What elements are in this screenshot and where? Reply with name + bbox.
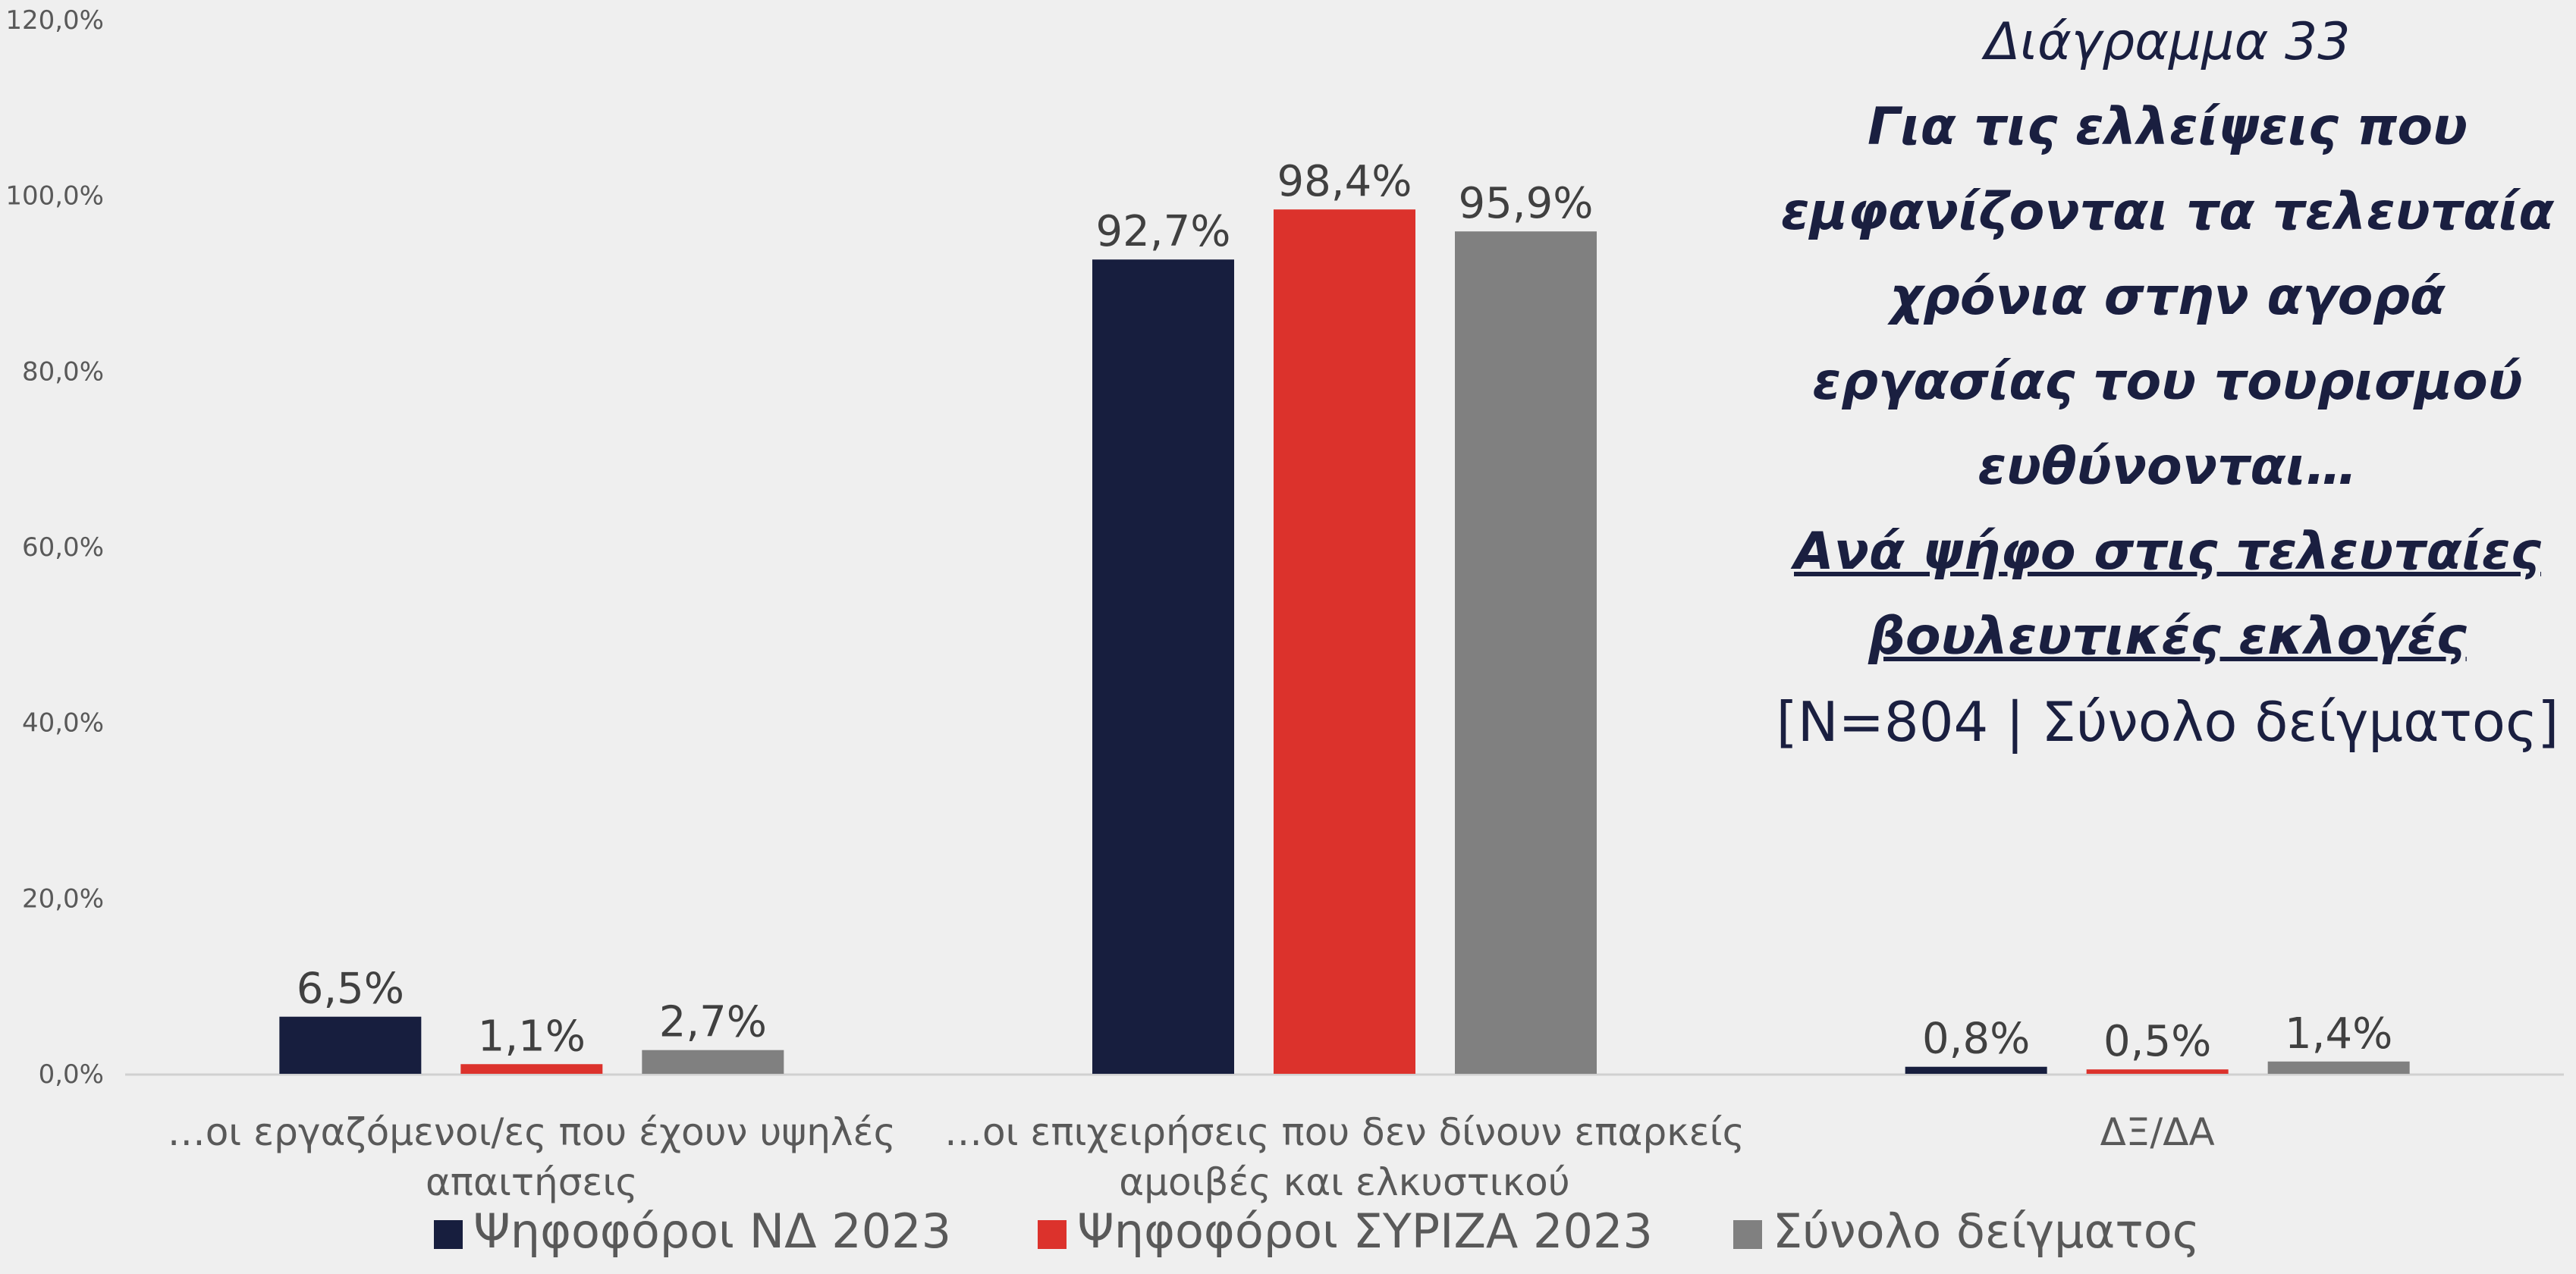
bar-value-label: 0,8% [1922,1015,2030,1064]
y-tick-label: 100,0% [5,181,104,212]
bar-value-label: 2,7% [659,998,767,1047]
chart-title-block: Διάγραμμα 33 Για τις ελλείψεις που εμφαν… [1775,0,2560,764]
bar-value-label: 6,5% [297,965,404,1014]
x-category-label: απαιτήσεις [426,1160,638,1204]
x-category-label: …οι επιχειρήσεις που δεν δίνουν επαρκείς [944,1110,1745,1154]
bar [279,1016,422,1074]
x-category-label: ΔΞ/ΔΑ [2100,1110,2215,1154]
bar [2267,1061,2410,1074]
chart-question: Για τις ελλείψεις που εμφανίζονται τα τε… [1780,97,2555,497]
legend-label: Ψηφοφόροι ΣΥΡΙΖΑ 2023 [1077,1203,1653,1259]
bar [1455,231,1597,1074]
y-tick-label: 40,0% [22,708,104,739]
bar [1274,209,1415,1075]
bar [642,1050,784,1074]
bar-value-label: 98,4% [1277,157,1412,206]
legend-swatch [1038,1220,1067,1249]
bar-value-label: 92,7% [1096,207,1231,256]
y-tick-label: 120,0% [5,5,104,36]
y-tick-label: 20,0% [22,883,104,914]
chart-caption: Διάγραμμα 33 [1984,12,2351,72]
bar-value-label: 0,5% [2103,1017,2211,1066]
legend-swatch [434,1220,463,1249]
bar [1092,259,1234,1075]
legend-label: Σύνολο δείγματος [1773,1203,2200,1259]
legend-swatch [1733,1220,1762,1249]
bar [1905,1066,2047,1074]
x-category-label: …οι εργαζόμενοι/ες που έχουν υψηλές [168,1110,896,1154]
y-tick-label: 60,0% [22,532,104,563]
bar-value-label: 1,1% [478,1012,586,1061]
bar [2086,1069,2229,1074]
y-tick-label: 80,0% [22,356,104,387]
chart-sample-note: [N=804 | Σύνολο δείγματος] [1776,690,2559,754]
legend-label: Ψηφοφόροι ΝΔ 2023 [473,1203,951,1259]
bar-value-label: 1,4% [2285,1009,2392,1059]
bar-value-label: 95,9% [1459,179,1594,228]
y-tick-label: 0,0% [39,1059,104,1090]
chart-breakdown: Ανά ψήφο στις τελευταίες βουλευτικές εκλ… [1794,522,2541,667]
bar [460,1064,603,1074]
x-category-label: αμοιβές και ελκυστικού [1119,1160,1569,1204]
